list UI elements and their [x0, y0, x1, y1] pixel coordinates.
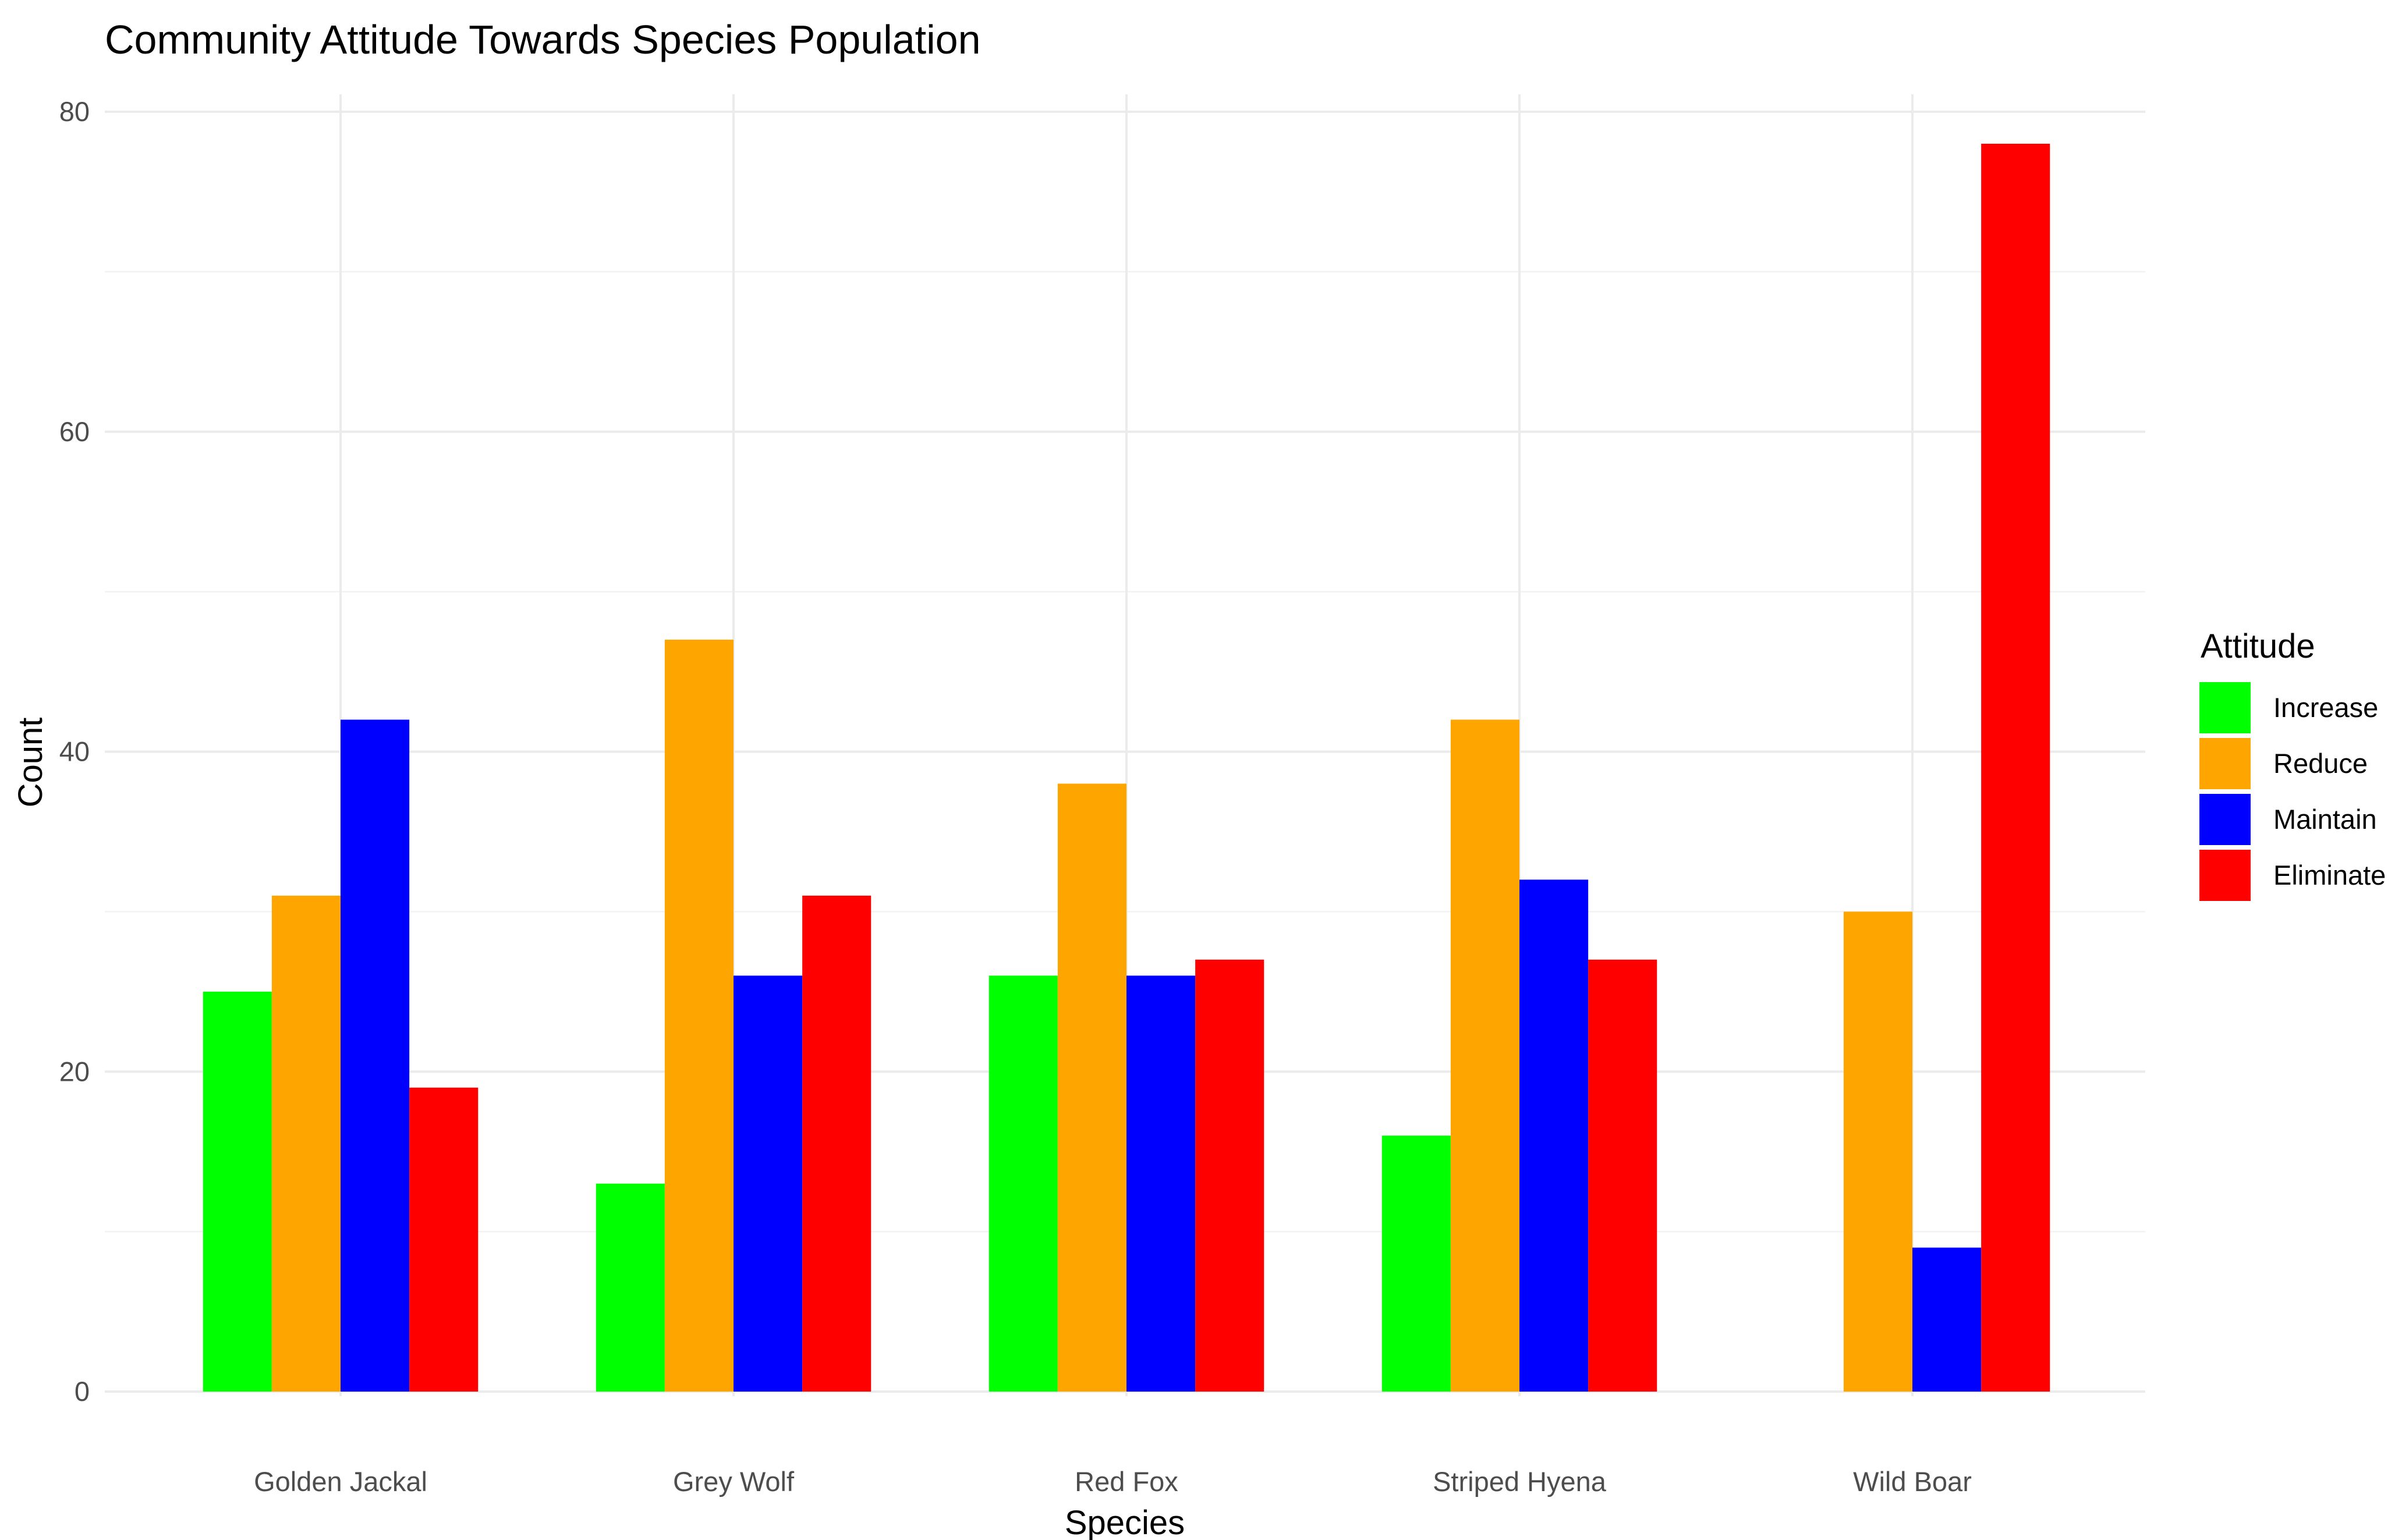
legend-label-eliminate: Eliminate	[2273, 860, 2386, 890]
x-axis-title: Species	[1065, 1504, 1185, 1540]
bar-maintain-striped-hyena	[1519, 879, 1589, 1392]
y-tick-label: 40	[59, 736, 90, 767]
legend-key-increase	[2199, 682, 2251, 733]
bar-eliminate-grey-wolf	[802, 895, 871, 1392]
bar-increase-grey-wolf	[596, 1183, 665, 1392]
chart-title: Community Attitude Towards Species Popul…	[105, 17, 981, 62]
legend-key-maintain	[2199, 794, 2251, 845]
bar-increase-golden-jackal	[203, 991, 272, 1392]
legend-key-eliminate	[2199, 850, 2251, 901]
x-tick-label: Grey Wolf	[673, 1466, 795, 1497]
y-tick-label: 80	[59, 96, 90, 127]
legend-label-reduce: Reduce	[2273, 748, 2368, 779]
y-tick-label: 20	[59, 1056, 90, 1087]
bar-maintain-wild-boar	[1912, 1247, 1982, 1392]
legend-title: Attitude	[2201, 627, 2315, 665]
y-tick-label: 60	[59, 416, 90, 447]
legend-key-reduce	[2199, 738, 2251, 789]
bars	[203, 143, 2050, 1392]
y-axis-title: Count	[12, 718, 49, 808]
y-axis-ticks: 0 20 40 60 80	[59, 96, 90, 1407]
bar-maintain-red-fox	[1126, 975, 1196, 1392]
bar-maintain-grey-wolf	[734, 975, 803, 1392]
x-axis-ticks: Golden Jackal Grey Wolf Red Fox Striped Hye…	[254, 1466, 1972, 1497]
bar-maintain-golden-jackal	[341, 719, 410, 1392]
legend: Attitude Increase Reduce Maintain Eliminate	[2199, 627, 2386, 901]
bar-increase-striped-hyena	[1381, 1136, 1451, 1392]
bar-eliminate-golden-jackal	[409, 1087, 479, 1392]
legend-label-maintain: Maintain	[2273, 804, 2377, 835]
bar-reduce-golden-jackal	[271, 895, 341, 1392]
bar-eliminate-striped-hyena	[1588, 959, 1657, 1392]
bar-reduce-red-fox	[1057, 783, 1126, 1392]
legend-label-increase: Increase	[2273, 692, 2378, 723]
bar-reduce-grey-wolf	[664, 640, 734, 1392]
x-tick-label: Striped Hyena	[1433, 1466, 1607, 1497]
bar-reduce-wild-boar	[1843, 911, 1912, 1392]
y-tick-label: 0	[75, 1376, 90, 1407]
bar-eliminate-red-fox	[1195, 959, 1264, 1392]
bar-reduce-striped-hyena	[1450, 719, 1519, 1392]
bar-increase-red-fox	[989, 975, 1058, 1392]
bar-eliminate-wild-boar	[1981, 143, 2050, 1392]
x-tick-label: Red Fox	[1075, 1466, 1178, 1497]
x-tick-label: Golden Jackal	[254, 1466, 427, 1497]
x-tick-label: Wild Boar	[1853, 1466, 1972, 1497]
